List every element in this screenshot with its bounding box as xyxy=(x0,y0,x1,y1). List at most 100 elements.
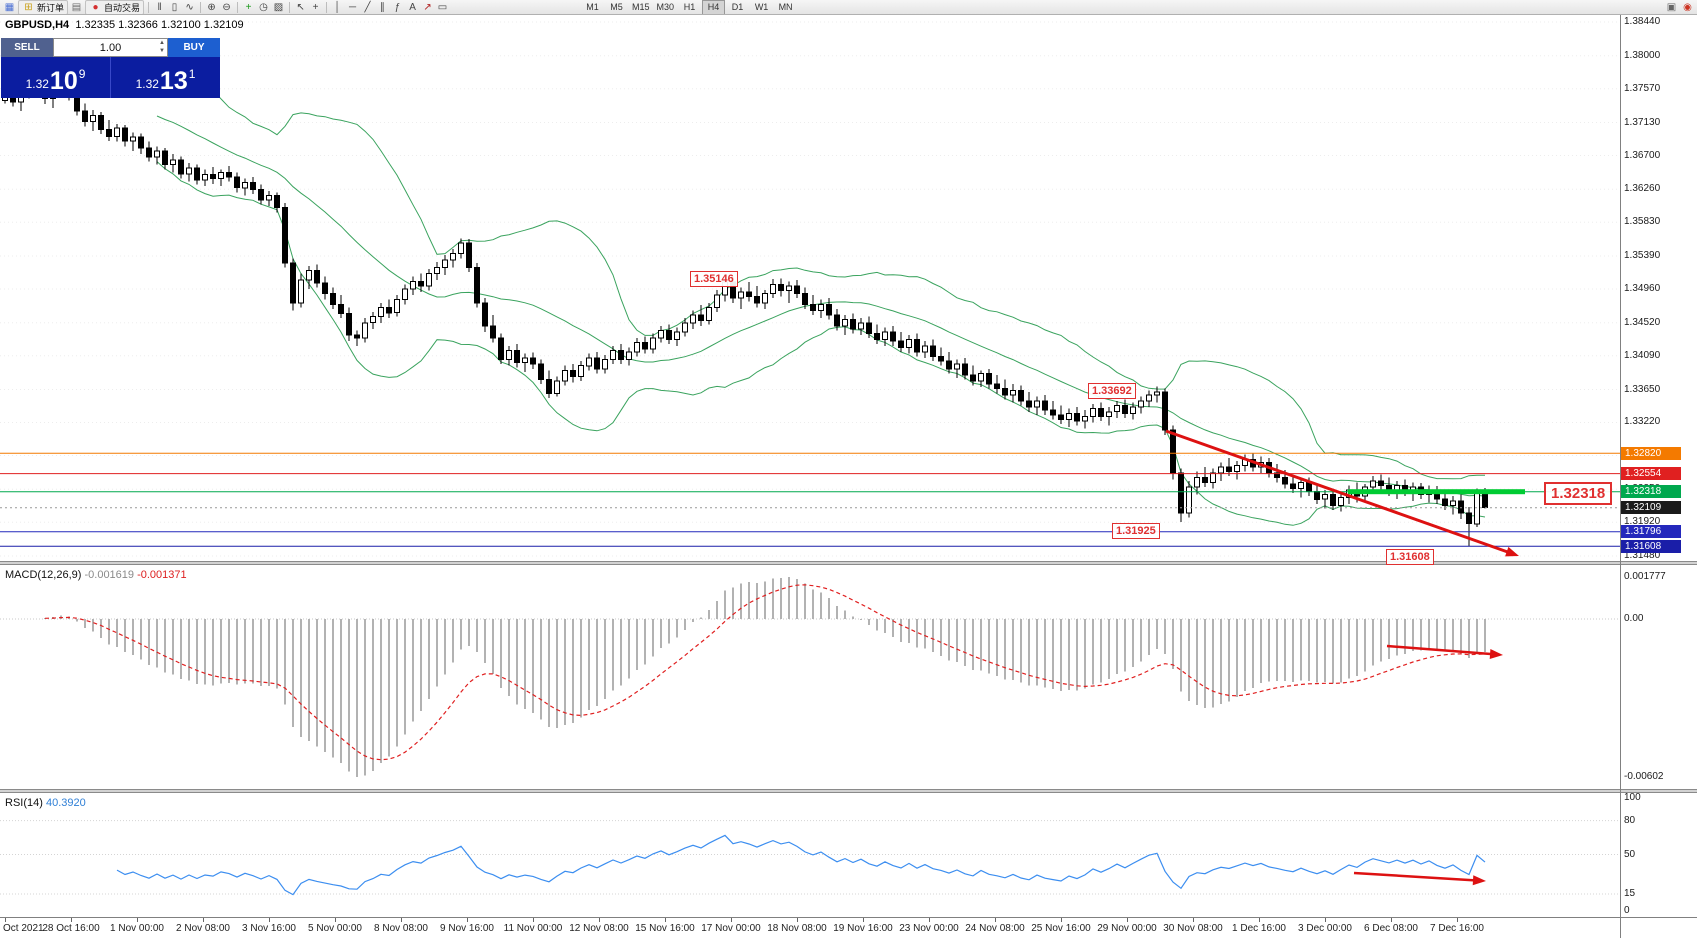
timeframe-button-m30[interactable]: M30 xyxy=(656,1,675,12)
shapes-icon[interactable]: ▭ xyxy=(436,1,449,14)
time-axis[interactable]: Oct 2021 28 Oct 16:00 1 Nov 00:00 2 Nov 08:… xyxy=(0,917,1697,938)
price-callout-support-main[interactable]: 1.32318 xyxy=(1544,482,1613,505)
trendline-icon[interactable]: ╱ xyxy=(361,1,374,14)
panel-separator[interactable] xyxy=(0,789,1697,793)
buy-price-big: 13 xyxy=(159,67,188,95)
sell-button[interactable]: SELL xyxy=(1,38,53,57)
cursor-icon[interactable]: ↖ xyxy=(294,1,307,14)
bar-open: 1.32335 xyxy=(75,19,116,31)
crosshair-icon[interactable]: + xyxy=(309,1,322,14)
zoom-in-icon[interactable]: ⊕ xyxy=(205,1,218,14)
price-divider xyxy=(110,57,111,98)
indicators-icon[interactable]: + xyxy=(242,1,255,14)
bar-chart-icon: ‖ xyxy=(157,1,162,13)
price-axis-label: 1.33220 xyxy=(1624,416,1661,427)
price-axis-border xyxy=(1620,15,1621,938)
timeframe-button-h1[interactable]: H1 xyxy=(683,1,696,12)
macd-signal-value: -0.001371 xyxy=(137,569,187,581)
top-toolbar: ▦ ⊞ 新订单 ▤ ● 自动交易 ‖ ▯ ∿ ⊕ ⊖ + ◷ ▨ ↖ + │ ─ ╱ ∥ ƒ A ↗ ▭ M1 M5 M15 M30 H… xyxy=(0,0,1697,15)
text-label-icon[interactable]: A xyxy=(406,1,419,14)
volume-stepper[interactable]: ▲ ▼ xyxy=(159,39,165,55)
timeframe-toolbar: M1 M5 M15 M30 H1 H4 D1 W1 MN xyxy=(581,0,797,14)
zoom-out-icon: ⊖ xyxy=(222,1,231,13)
price-callout-recent-low[interactable]: 1.31608 xyxy=(1386,549,1434,565)
chart-window-icon[interactable]: ▦ xyxy=(3,1,16,14)
downtrend-arrow-main[interactable] xyxy=(1165,429,1519,557)
time-periods-icon[interactable]: ◷ xyxy=(257,1,270,14)
support-highlight-segment[interactable] xyxy=(1348,489,1525,495)
macd-axis-label: -0.00602 xyxy=(1624,771,1664,782)
bar-close: 1.32109 xyxy=(203,19,244,31)
rsi-panel-canvas[interactable] xyxy=(0,793,1697,917)
fibonacci-icon[interactable]: ƒ xyxy=(391,1,404,14)
macd-indicator-label: MACD(12,26,9) -0.001619 -0.001371 xyxy=(5,569,187,581)
community-icon[interactable]: ◉ xyxy=(1683,1,1692,13)
timeframe-button-m5[interactable]: M5 xyxy=(610,1,623,12)
one-click-trading-panel: SELL 1.00 ▲ ▼ BUY 1.32 10 9 1.32 13 1 xyxy=(1,38,220,98)
price-callout-lower-high[interactable]: 1.33692 xyxy=(1088,383,1136,399)
time-axis-label: 9 Nov 16:00 xyxy=(440,923,494,934)
timeframe-button-m1[interactable]: M1 xyxy=(586,1,599,12)
buy-button[interactable]: BUY xyxy=(168,38,220,57)
toolbar-separator xyxy=(200,1,202,13)
indicators-icon: + xyxy=(245,1,252,13)
candlestick-chart-icon[interactable]: ▯ xyxy=(168,1,181,14)
time-axis-tick xyxy=(1127,918,1128,922)
volume-down-icon[interactable]: ▼ xyxy=(159,48,165,54)
new-order-button[interactable]: ⊞ 新订单 xyxy=(18,0,69,14)
arrow-object-icon[interactable]: ↗ xyxy=(421,1,434,14)
timeframe-button-w1[interactable]: W1 xyxy=(754,1,769,12)
main-chart-canvas[interactable] xyxy=(0,15,1697,561)
vertical-line-icon[interactable]: │ xyxy=(331,1,344,14)
volume-up-icon[interactable]: ▲ xyxy=(159,40,165,46)
toolbar-separator xyxy=(237,1,239,13)
time-axis-tick xyxy=(269,918,270,922)
time-axis-tick xyxy=(1259,918,1260,922)
price-axis-label: 1.34520 xyxy=(1624,317,1661,328)
time-axis-tick xyxy=(1457,918,1458,922)
time-axis-label: 11 Nov 00:00 xyxy=(503,923,563,934)
zoom-out-icon[interactable]: ⊖ xyxy=(220,1,233,14)
time-axis-label: 18 Nov 08:00 xyxy=(767,923,827,934)
price-callout-crash-low[interactable]: 1.31925 xyxy=(1112,523,1160,539)
templates-icon[interactable]: ▨ xyxy=(272,1,285,14)
sell-price-display[interactable]: 1.32 10 9 xyxy=(1,57,110,98)
macd-histogram xyxy=(44,577,1486,777)
horizontal-line-icon[interactable]: ─ xyxy=(346,1,359,14)
help-icon[interactable]: ▣ xyxy=(1666,1,1677,13)
fibonacci-icon: ƒ xyxy=(394,1,401,13)
price-axis-label: 1.37570 xyxy=(1624,83,1661,94)
equidistant-channel-icon[interactable]: ∥ xyxy=(376,1,389,14)
new-order-icon: ⊞ xyxy=(24,1,33,13)
volume-input[interactable]: 1.00 ▲ ▼ xyxy=(53,38,168,57)
line-chart-icon[interactable]: ∿ xyxy=(183,1,196,14)
autotrading-button[interactable]: ● 自动交易 xyxy=(85,0,145,14)
timeframe-button-mn[interactable]: MN xyxy=(778,1,793,12)
timeframe-button-m15[interactable]: M15 xyxy=(632,1,650,12)
panel-separator[interactable] xyxy=(0,561,1697,565)
price-level-label: 1.31796 xyxy=(1621,525,1681,538)
chart-profiles-icon[interactable]: ▤ xyxy=(70,1,83,14)
chart-profiles-icon: ▤ xyxy=(71,1,82,13)
timeframe-button-h4[interactable]: H4 xyxy=(702,0,726,14)
price-callout-peak[interactable]: 1.35146 xyxy=(690,271,738,287)
price-level-label: 1.32554 xyxy=(1621,467,1681,480)
time-axis-tick xyxy=(995,918,996,922)
macd-axis-label: 0.00 xyxy=(1624,613,1644,624)
macd-panel-canvas[interactable] xyxy=(0,565,1697,789)
time-axis-tick xyxy=(71,918,72,922)
buy-price-display[interactable]: 1.32 13 1 xyxy=(111,57,220,98)
price-axis-label: 1.35390 xyxy=(1624,250,1661,261)
time-axis-label: 3 Dec 00:00 xyxy=(1298,923,1352,934)
time-axis-tick xyxy=(467,918,468,922)
toolbar-separator xyxy=(148,1,150,13)
time-axis-label: 6 Dec 08:00 xyxy=(1364,923,1418,934)
time-axis-label: 28 Oct 16:00 xyxy=(42,923,100,934)
macd-name: MACD(12,26,9) xyxy=(5,569,82,581)
rsi-direction-arrow[interactable] xyxy=(1353,871,1486,886)
timeframe-button-d1[interactable]: D1 xyxy=(731,1,744,12)
bar-chart-icon[interactable]: ‖ xyxy=(153,1,166,14)
macd-direction-arrow[interactable] xyxy=(1386,644,1503,659)
time-axis-tick xyxy=(929,918,930,922)
symbol-name: GBPUSD,H4 xyxy=(5,19,70,31)
